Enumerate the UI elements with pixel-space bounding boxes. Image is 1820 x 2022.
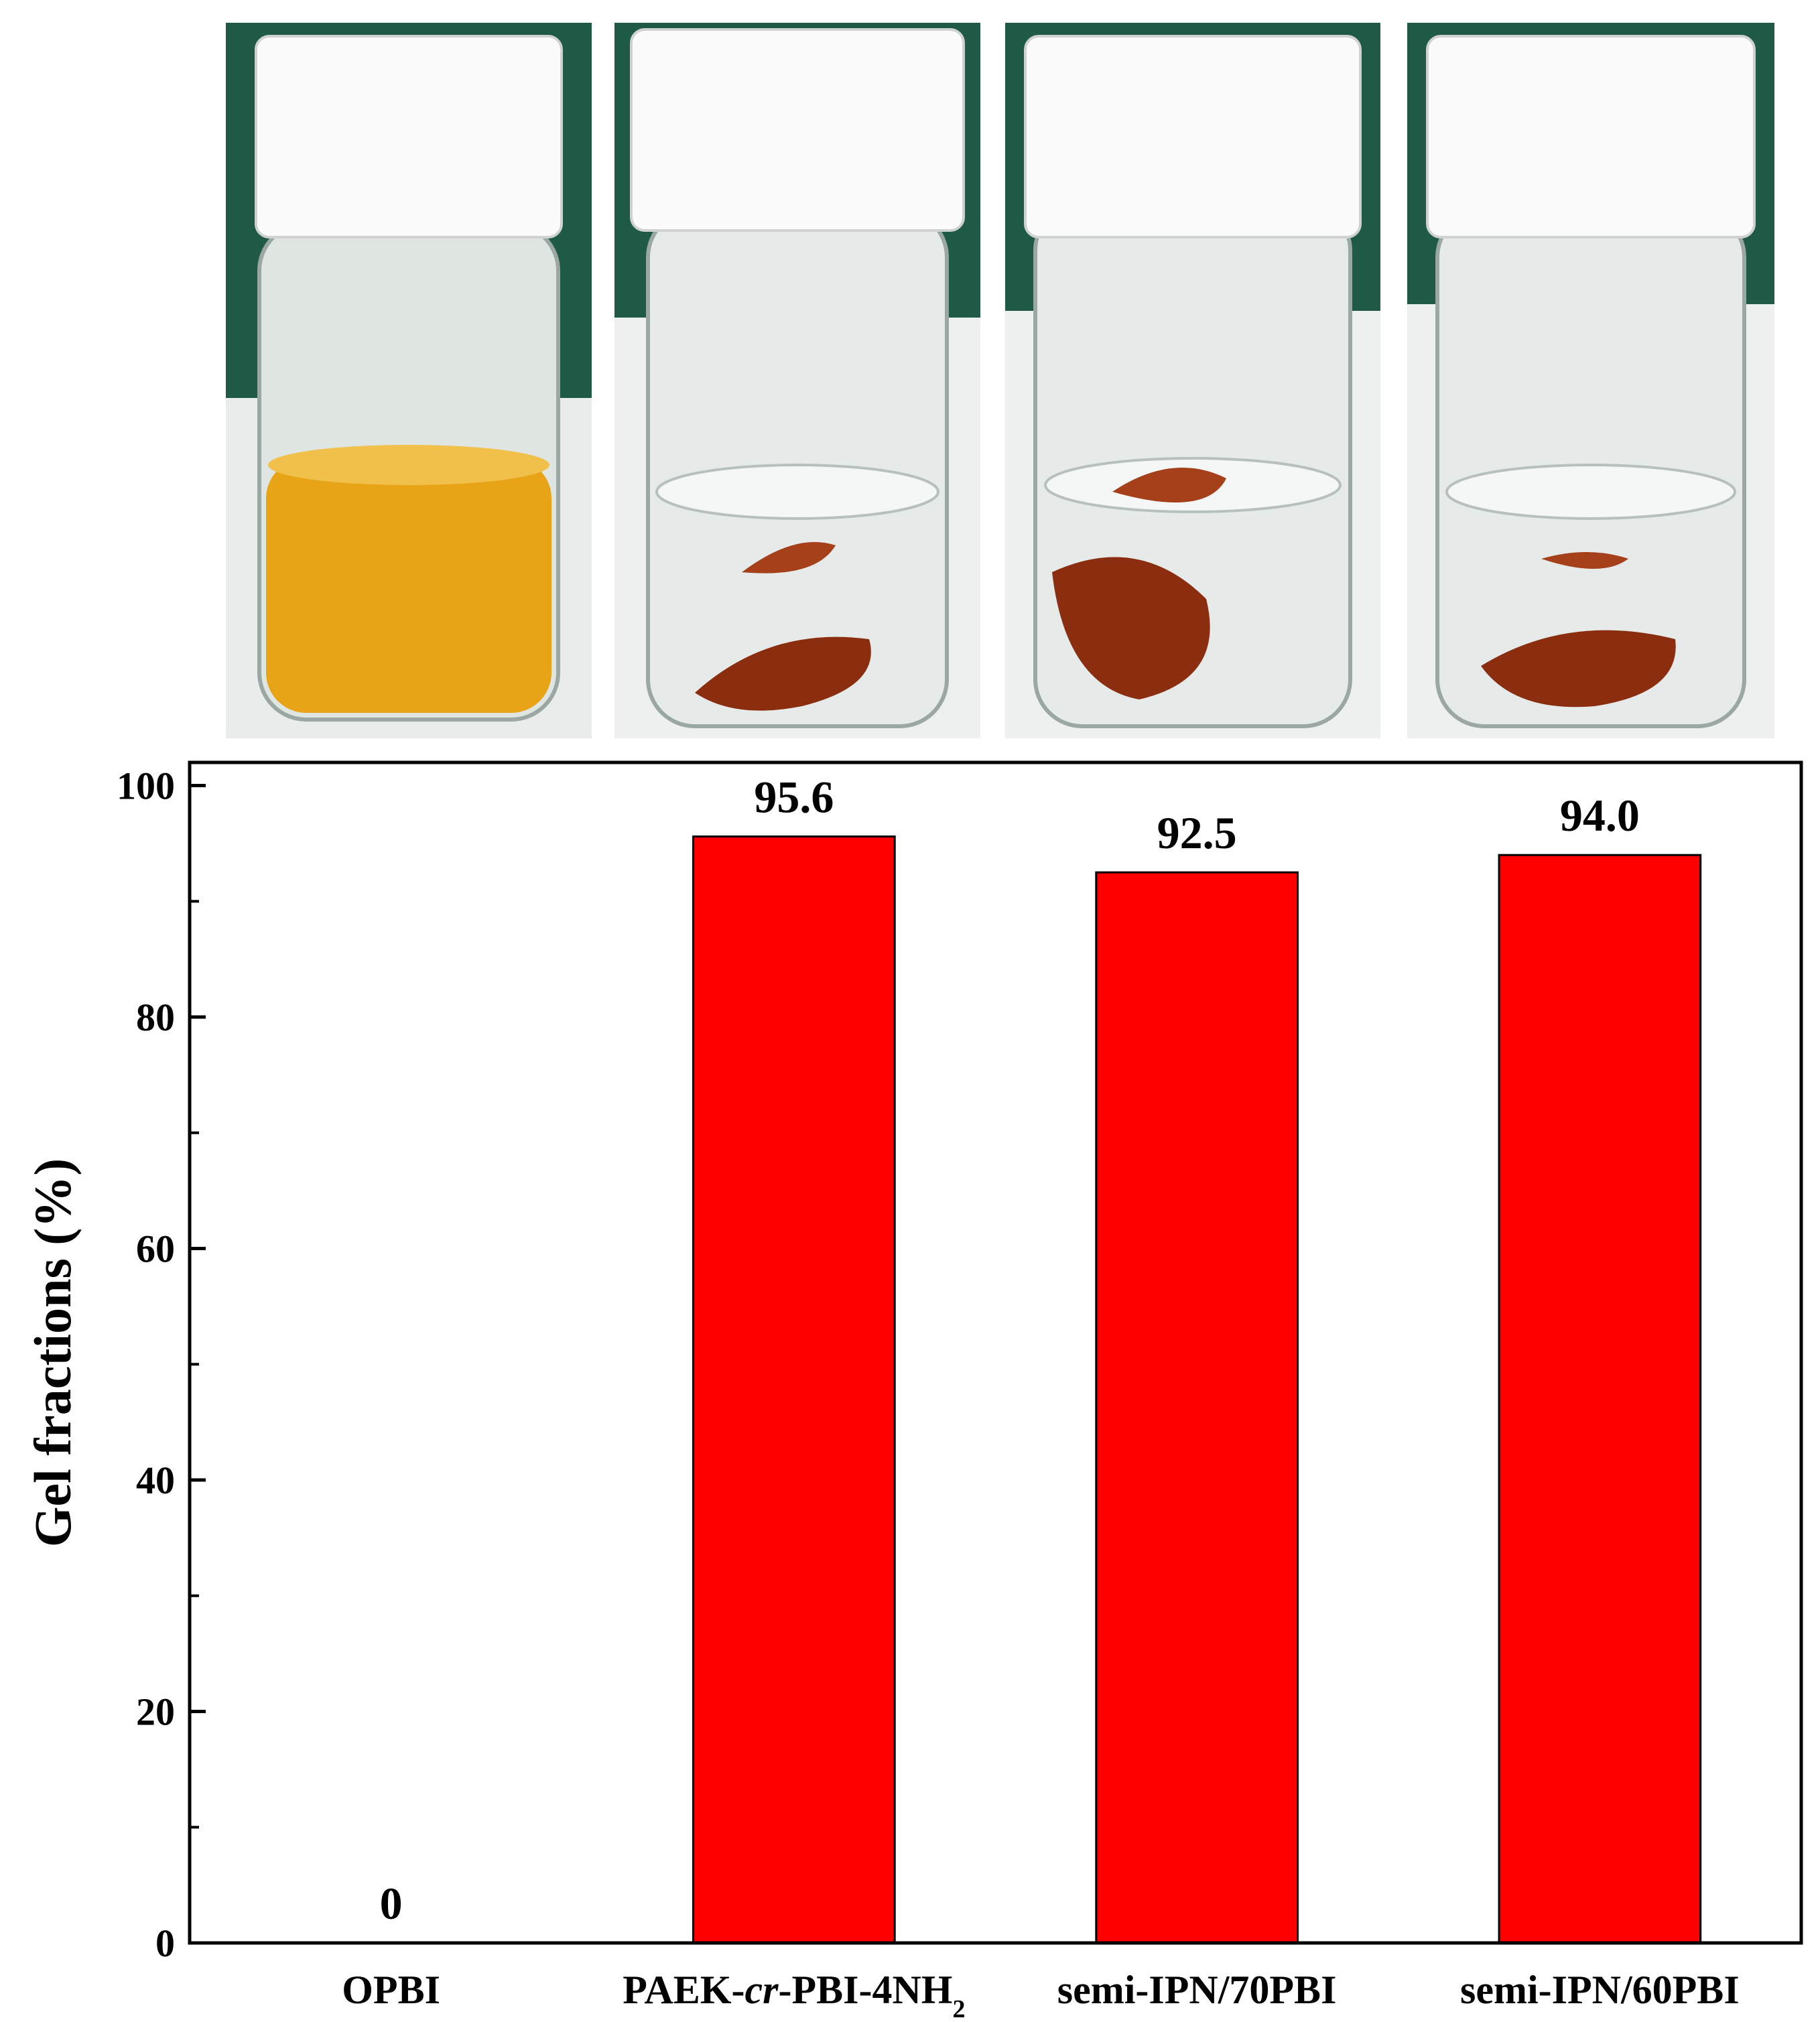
y-axis: 0 20 40 60 80 100 [117,764,206,1965]
y-tick-label: 60 [136,1227,175,1271]
category-label: semi-IPN/60PBI [1460,1968,1740,2012]
y-tick-label: 0 [155,1922,175,1965]
bars [692,835,1702,1944]
y-tick-label: 100 [117,764,175,808]
yellow-solution [266,458,551,713]
bar [1498,854,1702,1944]
bar [1095,871,1299,1944]
y-tick-label: 40 [136,1459,175,1502]
bar [692,835,896,1944]
vial-photo-semi-ipn-60 [1407,23,1774,738]
gel-fraction-chart: Gel fractions (%) 0 20 40 60 80 100 0 95.6 92.5… [23,760,1803,2022]
value-label: 94.0 [1560,790,1640,841]
category-label: semi-IPN/70PBI [1057,1968,1337,2012]
y-axis-label: Gel fractions (%) [23,1158,82,1548]
vial-photo-paek [614,23,980,738]
category-label: OPBI [342,1968,440,2012]
value-label: 95.6 [754,772,834,823]
value-labels: 0 95.6 92.5 94.0 [380,772,1640,1929]
y-tick-label: 20 [136,1690,175,1734]
vial-photo-semi-ipn-70 [1005,23,1380,738]
y-tick-label: 80 [136,996,175,1039]
vial-photo-opbi [226,23,592,738]
category-label: PAEK-cr-PBI-4NH2 [623,1968,965,2022]
value-label: 92.5 [1157,807,1237,858]
value-label: 0 [380,1878,403,1929]
y-axis-title: Gel fractions (%) [23,1158,82,1548]
x-axis-labels: OPBI PAEK-cr-PBI-4NH2 semi-IPN/70PBI semi-I… [342,1968,1739,2022]
plot-frame [188,760,1803,1945]
